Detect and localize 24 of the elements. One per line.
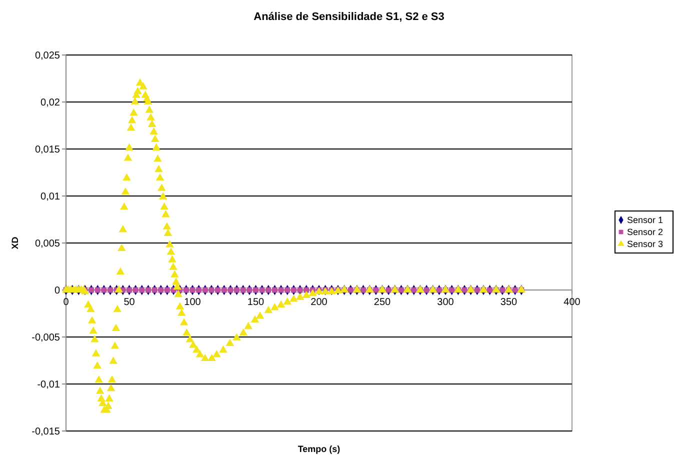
y-tick-label: -0,015 bbox=[32, 426, 60, 438]
y-axis-title: XD bbox=[10, 236, 20, 250]
y-tick-label: 0,02 bbox=[40, 98, 60, 108]
x-tick-label: 300 bbox=[437, 297, 454, 308]
chart-title: Análise de Sensibilidade S1, S2 e S3 bbox=[254, 11, 444, 23]
y-tick-label: 0,025 bbox=[34, 50, 60, 62]
x-tick-label: 50 bbox=[124, 297, 136, 308]
y-tick-label: 0 bbox=[54, 286, 60, 296]
legend-label: Sensor 2 bbox=[627, 227, 664, 238]
y-tick-label: -0,005 bbox=[32, 332, 60, 344]
y-tick-label: 0,015 bbox=[34, 144, 60, 156]
legend-label: Sensor 1 bbox=[627, 215, 664, 226]
x-tick-label: 0 bbox=[63, 297, 70, 308]
x-tick-label: 250 bbox=[374, 297, 392, 308]
y-tick-label: -0,01 bbox=[37, 380, 60, 390]
x-tick-label: 150 bbox=[247, 297, 265, 308]
y-tick-label: 0,01 bbox=[40, 192, 60, 202]
x-tick-label: 350 bbox=[500, 297, 518, 308]
x-tick-label: 200 bbox=[310, 297, 328, 308]
legend-label: Sensor 3 bbox=[627, 239, 664, 250]
x-axis-title: Tempo (s) bbox=[298, 444, 340, 454]
y-tick-label: 0,005 bbox=[34, 238, 60, 250]
x-tick-label: 100 bbox=[184, 297, 202, 308]
x-tick-label: 400 bbox=[564, 297, 581, 308]
